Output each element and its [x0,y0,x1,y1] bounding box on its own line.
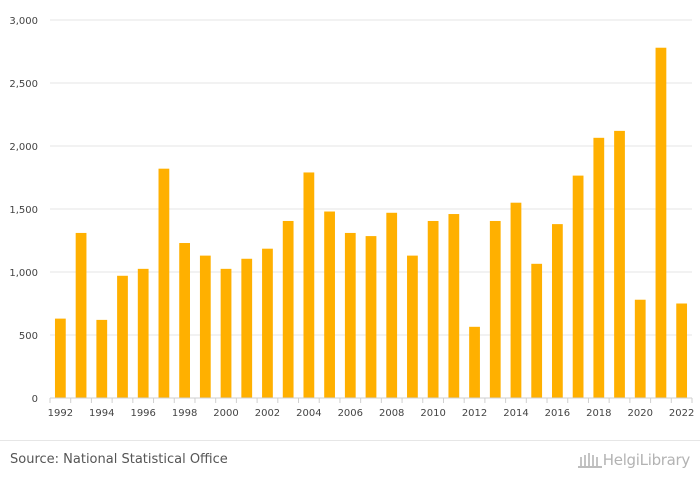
bar-1999[interactable] [199,255,211,398]
x-tick-label: 2006 [338,408,363,419]
x-tick-label: 2020 [627,408,652,419]
y-tick-label: 0 [32,394,38,405]
bar-2010[interactable] [427,220,439,398]
x-tick-label: 1996 [130,408,155,419]
helgi-library-logo[interactable]: HelgiLibrary [577,449,690,471]
x-tick-label: 2002 [255,408,280,419]
x-tick-label: 1992 [48,408,73,419]
bar-1992[interactable] [54,318,66,398]
chart-footer: Source: National Statistical Office Helg… [0,440,700,484]
x-tick-label: 2022 [669,408,694,419]
y-tick-label: 3,000 [9,16,38,27]
bar-2012[interactable] [469,326,480,398]
bar-2022[interactable] [676,303,688,399]
bar-2008[interactable] [386,212,398,398]
x-tick-label: 1998 [172,408,197,419]
x-axis [49,397,693,403]
x-tick-label: 2004 [296,408,321,419]
library-building-icon [577,453,602,468]
y-tick-label: 1,500 [9,205,38,216]
bar-2018[interactable] [593,137,605,398]
y-tick-label: 1,000 [9,268,38,279]
logo-text: HelgiLibrary [602,451,691,469]
bar-2003[interactable] [282,220,294,398]
bar-2021[interactable] [655,47,667,398]
bar-2000[interactable] [220,268,232,398]
bar-2014[interactable] [510,202,522,398]
bar-2019[interactable] [614,130,625,398]
x-tick-label: 2016 [545,408,570,419]
y-tick-label: 2,500 [9,79,38,90]
x-tick-label: 2014 [503,408,528,419]
bar-2016[interactable] [552,224,563,398]
x-tick-label: 1994 [89,408,114,419]
y-tick-label: 500 [19,331,38,342]
bar-1997[interactable] [158,168,170,398]
x-axis-labels: 1992 1994 1996 1998 2000 2002 2004 2006 2008 2010… [48,408,695,419]
source-note: Source: National Statistical Office [10,452,228,467]
bar-1998[interactable] [179,243,190,398]
y-axis-labels: 0 500 1,000 1,500 2,000 2,500 3,000 [9,16,38,405]
x-tick-label: 2008 [379,408,404,419]
bar-2015[interactable] [531,263,543,398]
bar-2004[interactable] [303,172,315,398]
bar-2002[interactable] [262,248,273,398]
bar-2020[interactable] [634,299,646,398]
gridlines [50,19,692,336]
bar-2007[interactable] [365,236,377,398]
y-tick-label: 2,000 [9,142,38,153]
bar-2006[interactable] [344,232,356,398]
bar-1995[interactable] [117,275,128,398]
bar-2009[interactable] [407,255,418,398]
bar-1994[interactable] [96,319,108,398]
bar-1993[interactable] [75,232,87,398]
x-tick-label: 2018 [586,408,611,419]
x-tick-label: 2000 [213,408,238,419]
bars [54,47,688,399]
bar-2013[interactable] [489,220,501,398]
bar-2005[interactable] [324,211,335,398]
bar-2017[interactable] [572,175,584,398]
x-tick-label: 2010 [420,408,445,419]
bar-2011[interactable] [448,214,460,398]
x-tick-label: 2012 [462,408,487,419]
bar-2001[interactable] [241,258,253,398]
bar-1996[interactable] [137,268,149,398]
